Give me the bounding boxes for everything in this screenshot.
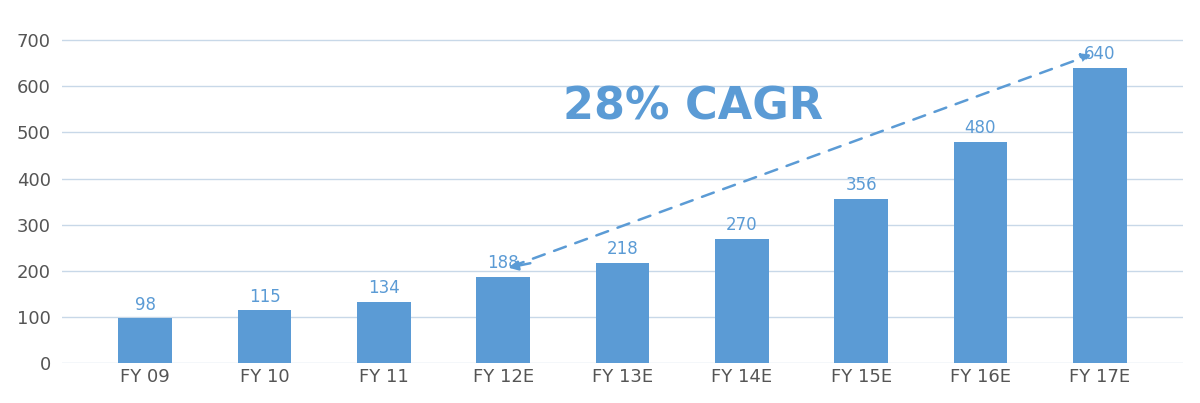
Text: 218: 218 [607,240,638,258]
Text: 28% CAGR: 28% CAGR [563,85,823,128]
Bar [1073,68,1127,364]
Text: 188: 188 [487,254,520,272]
Text: 640: 640 [1084,45,1116,63]
Text: 115: 115 [248,288,281,305]
Text: 98: 98 [134,295,156,314]
Bar [119,318,172,364]
Text: 270: 270 [726,216,757,234]
Bar [595,263,649,364]
Bar [954,141,1007,364]
Text: 480: 480 [965,119,996,137]
Bar [358,301,410,364]
Text: 134: 134 [368,279,400,297]
Bar [476,276,530,364]
Bar [834,199,888,364]
Bar [238,310,292,364]
Text: 356: 356 [845,176,877,194]
Bar [715,239,769,364]
